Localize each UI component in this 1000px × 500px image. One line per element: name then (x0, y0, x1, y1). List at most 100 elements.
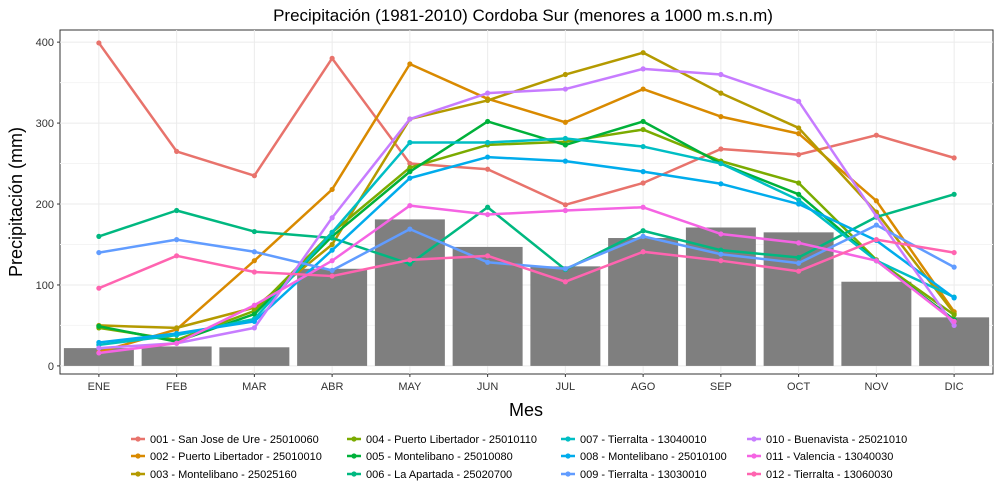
series-line-1 (97, 42, 955, 207)
series-12-point (796, 268, 802, 274)
series-11-point (796, 240, 802, 246)
series-8-point (174, 330, 180, 337)
series-line-5 (98, 120, 955, 343)
x-tick-label: FEB (166, 381, 187, 393)
legend-item: 003 - Montelibano - 25025160 (131, 469, 297, 481)
legend-swatch-point (751, 471, 757, 477)
y-tick-label: 0 (48, 361, 54, 373)
series-7-point (796, 197, 802, 203)
series-4-point (407, 165, 413, 171)
series-12-point (562, 279, 568, 285)
series-3-point (485, 97, 491, 104)
series-6-point (96, 233, 102, 239)
series-10-point (329, 215, 335, 221)
series-10-point (951, 322, 957, 329)
series-line-4 (98, 128, 955, 342)
bar-nov (841, 281, 912, 366)
y-tick-label: 300 (36, 118, 54, 130)
series-10-point (796, 98, 802, 104)
legend-swatch-point (751, 453, 757, 459)
series-8-point (96, 339, 102, 346)
series-8-point (485, 154, 491, 160)
series-9-point (407, 226, 413, 232)
bar-ago (608, 238, 679, 366)
legend-item: 007 - Tierralta - 13040010 (561, 434, 707, 446)
legend-label: 010 - Buenavista - 25021010 (766, 434, 907, 446)
series-10-point (96, 345, 102, 351)
bar-jun (452, 246, 523, 366)
series-3-point (562, 71, 568, 78)
chart-title: Precipitación (1981-2010) Cordoba Sur (m… (273, 6, 773, 25)
legend-swatch-point (351, 453, 357, 459)
series-7-point (640, 143, 646, 150)
series-8-point (562, 158, 568, 164)
series-7-point (718, 160, 724, 167)
series-6-point (251, 228, 257, 235)
legend-swatch-point (351, 436, 357, 442)
series-10-point (640, 66, 646, 72)
series-6-point (640, 228, 646, 234)
series-4-point (951, 312, 957, 318)
legend-item: 009 - Tierralta - 13030010 (561, 469, 707, 481)
bar-ene (63, 348, 134, 366)
x-tick-label: SEP (710, 381, 732, 393)
legend-label: 005 - Montelibano - 25010080 (366, 451, 513, 463)
series-4-point (796, 180, 802, 186)
series-7-point (407, 139, 413, 146)
series-10-point (485, 90, 491, 96)
series-10-point (251, 325, 257, 331)
series-8-point (640, 169, 646, 175)
series-1-point (485, 166, 491, 172)
series-line-10 (98, 67, 956, 350)
series-9-point (174, 237, 180, 243)
legend-label: 003 - Montelibano - 25025160 (150, 469, 297, 481)
bar-mar (219, 347, 290, 366)
series-2-point (251, 258, 257, 264)
series-11-point (485, 211, 491, 218)
legend: 001 - San Jose de Ure - 25010060 002 - Pu… (131, 434, 907, 481)
series-4-point (640, 126, 646, 133)
series-9-point (329, 267, 335, 273)
legend-label: 009 - Tierralta - 13030010 (580, 469, 707, 481)
legend-item: 010 - Buenavista - 25021010 (747, 434, 907, 446)
series-6-point (485, 204, 491, 210)
series-6-point (174, 207, 180, 214)
series-11-point (407, 203, 413, 209)
series-9-point (873, 222, 879, 228)
series-1-point (407, 160, 413, 167)
series-2-point (796, 131, 802, 137)
series-9-point (718, 251, 724, 257)
x-tick-label: NOV (864, 381, 889, 393)
legend-label: 008 - Montelibano - 25010100 (580, 451, 727, 463)
series-1-point (251, 173, 257, 179)
legend-label: 001 - San Jose de Ure - 25010060 (150, 434, 319, 446)
series-11-point (329, 258, 335, 264)
series-6-point (329, 235, 335, 241)
x-tick-label: AGO (631, 381, 656, 393)
series-10-point (562, 86, 568, 92)
x-tick-label: ABR (321, 381, 344, 393)
series-3-point (174, 325, 180, 331)
series-3-point (796, 125, 802, 131)
x-tick-label: OCT (787, 381, 811, 393)
series-3-point (718, 90, 724, 96)
bar-may (374, 219, 445, 366)
series-1-point (174, 148, 180, 155)
series-5-point (640, 118, 646, 125)
series-9-point (485, 259, 491, 265)
series-1-point (873, 132, 879, 138)
series-12-point (329, 273, 335, 279)
series-11-point (96, 350, 102, 356)
y-tick-label: 100 (36, 280, 54, 292)
series-7-point (329, 229, 335, 235)
series-12-point (640, 249, 646, 255)
series-12-point (407, 257, 413, 263)
series-line-8 (98, 155, 955, 344)
series-12-point (873, 237, 879, 243)
series-12-point (174, 253, 180, 259)
series-6-point (951, 191, 957, 197)
legend-label: 006 - La Apartada - 25020700 (366, 469, 512, 481)
series-1-point (640, 180, 646, 186)
series-9-point (640, 233, 646, 239)
